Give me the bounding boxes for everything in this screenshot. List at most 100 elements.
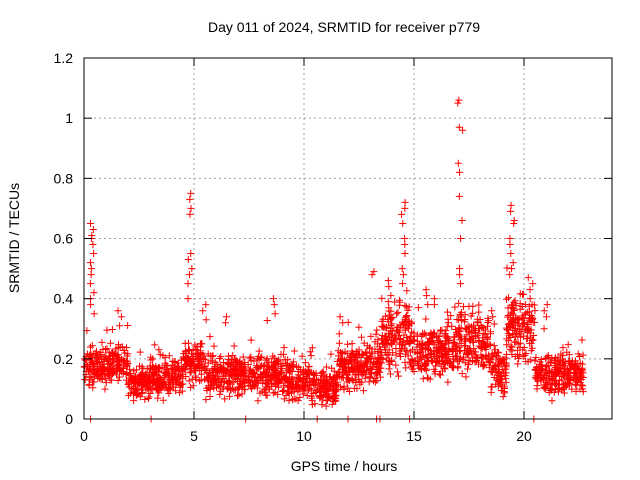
data-point (526, 339, 534, 347)
data-point (439, 357, 447, 365)
data-point (365, 344, 373, 352)
data-point (288, 385, 296, 393)
data-point (317, 393, 325, 401)
data-point (554, 353, 562, 361)
data-point (459, 355, 467, 363)
data-point (457, 235, 465, 242)
data-point (458, 370, 466, 378)
data-point (103, 345, 111, 353)
data-point (116, 358, 124, 366)
data-point (210, 365, 218, 373)
data-point (538, 373, 546, 381)
data-point (402, 326, 410, 334)
data-point (507, 342, 515, 350)
data-point (461, 325, 469, 333)
data-point (551, 372, 559, 380)
data-point (121, 349, 129, 357)
data-point (330, 390, 338, 398)
data-point (559, 344, 567, 352)
data-point (279, 374, 287, 382)
data-point (184, 280, 192, 288)
data-point (456, 265, 464, 273)
data-point (398, 265, 406, 273)
data-point (404, 306, 412, 314)
data-point (494, 348, 502, 356)
data-point (413, 349, 421, 357)
data-point (422, 367, 430, 375)
data-point (367, 355, 375, 363)
data-point (275, 371, 283, 379)
data-point (376, 364, 384, 372)
data-point (189, 382, 197, 390)
data-point (336, 361, 344, 369)
data-point (464, 365, 472, 373)
data-point (491, 362, 499, 370)
data-point (514, 333, 522, 341)
data-point (151, 380, 159, 388)
data-point (365, 378, 373, 386)
data-point (406, 358, 414, 366)
data-point (186, 271, 194, 279)
data-point (271, 310, 279, 318)
data-point (308, 344, 316, 352)
data-point (223, 359, 231, 367)
data-point (391, 298, 399, 306)
data-point (168, 376, 176, 384)
y-tick-label: 0.6 (54, 231, 74, 247)
data-point (401, 204, 409, 212)
data-point (426, 336, 434, 344)
data-point (444, 336, 452, 344)
data-point (402, 364, 410, 372)
data-point (135, 379, 143, 387)
data-point (225, 377, 233, 385)
data-point (532, 354, 540, 362)
data-point (447, 312, 455, 320)
data-point (148, 362, 156, 370)
data-point (292, 395, 300, 403)
data-point (503, 264, 511, 272)
data-point (154, 394, 162, 402)
data-point (508, 265, 516, 273)
data-point (117, 313, 125, 321)
data-point (423, 358, 431, 366)
data-point (114, 307, 122, 315)
data-point (344, 340, 352, 348)
data-point (82, 356, 90, 364)
data-point (281, 379, 289, 387)
data-point (224, 352, 232, 360)
data-point (332, 397, 340, 405)
data-point (253, 363, 261, 371)
data-point (544, 362, 552, 370)
data-point (418, 341, 426, 349)
data-point (436, 371, 444, 379)
data-point (502, 378, 510, 386)
data-point (227, 356, 235, 364)
data-point (572, 369, 580, 377)
data-point (367, 332, 375, 340)
data-point (263, 316, 271, 324)
data-point (479, 337, 487, 345)
data-point (253, 355, 261, 363)
data-point (349, 367, 357, 375)
data-point (423, 354, 431, 362)
y-tick-label: 1 (65, 110, 73, 126)
data-point (230, 342, 238, 350)
data-point (93, 358, 101, 366)
data-point (255, 347, 263, 355)
data-point (197, 370, 205, 378)
data-point (407, 320, 415, 328)
data-point (424, 345, 432, 353)
data-point (165, 352, 173, 360)
data-point (374, 368, 382, 376)
data-points (80, 96, 587, 423)
data-point (146, 378, 154, 386)
data-point (130, 388, 138, 396)
data-point (578, 336, 586, 344)
data-point (211, 359, 219, 367)
data-point (509, 310, 517, 318)
data-point (506, 235, 514, 242)
data-point (448, 362, 456, 370)
data-point (101, 374, 109, 382)
data-point (430, 301, 438, 309)
data-point (406, 348, 414, 356)
